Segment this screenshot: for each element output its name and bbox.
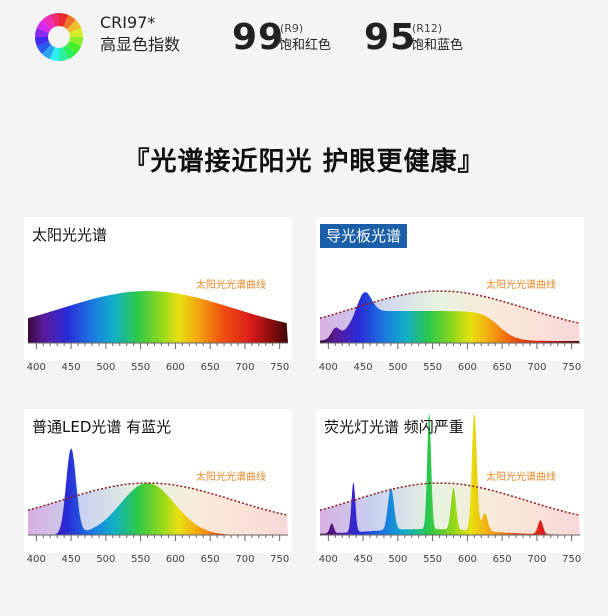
axis-tick-label: 700 [527, 362, 547, 373]
axis-tick-label: 600 [457, 554, 477, 565]
panel-title: 普通LED光谱 有蓝光 [32, 418, 172, 436]
panel-fluorescent-spectrum: 荧光灯光谱 频闪严重 太阳光光谱曲线 [316, 409, 584, 553]
panel-title: 太阳光光谱 [32, 226, 108, 244]
axis-tick-label: 650 [200, 362, 220, 373]
axis-tick-label: 450 [353, 362, 373, 373]
r9-label: 饱和红色 [279, 38, 332, 53]
axis-tick-label: 700 [235, 554, 255, 565]
axis-tick-label: 500 [96, 362, 116, 373]
light-guide-spectrum-graphic [319, 290, 580, 349]
cri-title: CRI97* [100, 13, 156, 32]
axis-tick-label: 500 [388, 554, 408, 565]
sunlight-curve-label: 太阳光光谱曲线 [486, 280, 556, 291]
axis-tick-label: 700 [527, 554, 547, 565]
slogan-title: 『光谱接近阳光 护眼更健康』 [123, 147, 485, 177]
axis-tick-label: 500 [96, 554, 116, 565]
axis-tick-label: 700 [235, 362, 255, 373]
axis-tick-label: 400 [318, 362, 338, 373]
axis-tick-label: 750 [270, 362, 290, 373]
r9-tag: (R9) [280, 22, 304, 35]
r12-label: 饱和蓝色 [411, 38, 464, 53]
sunlight-curve-label: 太阳光光谱曲线 [486, 472, 556, 483]
r9-value: 99 [232, 17, 285, 58]
axis-tick-label: 400 [26, 362, 46, 373]
r12-tag: (R12) [412, 22, 443, 35]
panel-title: 荧光灯光谱 频闪严重 [324, 418, 464, 436]
sunlight-curve-label: 太阳光光谱曲线 [196, 280, 266, 291]
axis-tick-label: 550 [423, 554, 443, 565]
sunlight-curve-label: 太阳光光谱曲线 [196, 472, 266, 483]
panel-led-spectrum: 普通LED光谱 有蓝光 太阳光光谱曲线 [24, 409, 292, 553]
panel-sunlight-spectrum: 太阳光光谱 [24, 217, 292, 361]
axis-tick-label: 600 [165, 554, 185, 565]
axis-tick-label: 450 [353, 554, 373, 565]
panel-title: 导光板光谱 [320, 224, 408, 248]
axis-tick-label: 400 [318, 554, 338, 565]
axis-tick-label: 600 [457, 362, 477, 373]
axis-tick-label: 450 [61, 554, 81, 565]
r12-value: 95 [364, 17, 417, 58]
axis-tick-label: 650 [492, 362, 512, 373]
axis-tick-label: 750 [270, 554, 290, 565]
axis-tick-label: 600 [165, 362, 185, 373]
axis-tick-label: 550 [423, 362, 443, 373]
cri-subtitle: 高显色指数 [100, 35, 181, 54]
axis-tick-label: 750 [562, 362, 582, 373]
sunlight-spectrum-graphic [28, 291, 288, 349]
color-wheel-icon [35, 13, 83, 61]
panel-light-guide-spectrum: 导光板光谱 太阳光光谱曲线 [316, 217, 584, 361]
axis-tick-label: 450 [61, 362, 81, 373]
axis-tick-label: 550 [131, 554, 151, 565]
axis-tick-label: 500 [388, 362, 408, 373]
axis-tick-label: 400 [26, 554, 46, 565]
axis-tick-label: 650 [492, 554, 512, 565]
axis-tick-label: 750 [562, 554, 582, 565]
axis-tick-label: 650 [200, 554, 220, 565]
led-spectrum-graphic [27, 448, 288, 541]
axis-tick-label: 550 [131, 362, 151, 373]
fluorescent-spectrum-graphic [319, 413, 580, 541]
